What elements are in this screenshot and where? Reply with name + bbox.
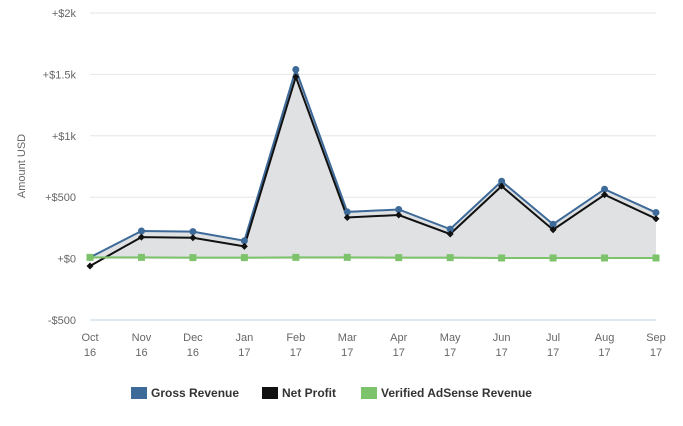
gross-revenue-point	[652, 209, 660, 217]
y-tick-label: -$500	[48, 315, 76, 327]
y-tick-label: +$0	[57, 254, 76, 266]
x-tick-label-year: 17	[496, 347, 508, 359]
verified-adsense-revenue-point	[395, 254, 403, 262]
legend-label: Net Profit	[282, 386, 336, 400]
legend-swatch	[262, 387, 278, 399]
net-profit-point	[137, 233, 145, 241]
x-tick-label-year: 17	[290, 347, 302, 359]
net-profit-line	[89, 73, 657, 267]
x-tick-label-month: Dec	[183, 332, 203, 344]
verified-adsense-revenue-point	[652, 254, 660, 262]
gross-revenue-area	[90, 69, 656, 259]
legend-swatch	[361, 387, 377, 399]
verified-adsense-revenue-point	[240, 254, 248, 262]
legend: Gross Revenue Net Profit Verified AdSense …	[131, 386, 532, 400]
x-tick-label-year: 16	[135, 347, 147, 359]
verified-adsense-revenue-point	[498, 254, 506, 262]
verified-adsense-revenue-point	[343, 253, 351, 261]
verified-adsense-revenue-line	[90, 256, 656, 259]
x-tick-label-month: Mar	[338, 332, 357, 344]
x-tick-label-month: Feb	[286, 332, 305, 344]
area-layer	[90, 69, 656, 259]
y-axis-title: Amount USD	[16, 134, 28, 198]
x-tick-label-month: Nov	[132, 332, 152, 344]
y-tick-label: +$500	[45, 192, 76, 204]
gross-revenue-point	[446, 225, 454, 233]
verified-adsense-revenue-point	[549, 254, 557, 262]
gross-revenue-point	[601, 185, 609, 193]
net-profit-point	[395, 211, 403, 219]
y-tick-label: +$1k	[52, 131, 77, 143]
gross-revenue-point	[240, 237, 248, 245]
x-tick-label-month: Apr	[390, 332, 407, 344]
legend-item-gross-revenue[interactable]: Gross Revenue	[131, 386, 239, 400]
legend-item-net-profit[interactable]: Net Profit	[262, 386, 336, 400]
x-tick-label-year: 17	[444, 347, 456, 359]
gross-revenue-point	[292, 65, 300, 73]
x-tick-label-month: Aug	[595, 332, 615, 344]
net-profit-point	[343, 213, 351, 221]
gross-revenue-line	[89, 66, 657, 259]
gross-revenue-point	[343, 208, 351, 216]
x-tick-label-year: 16	[187, 347, 199, 359]
grid-layer	[90, 12, 656, 321]
net-profit-point	[86, 262, 94, 270]
x-tick-label-year: 16	[84, 347, 96, 359]
x-tick-label-month: Jul	[546, 332, 560, 344]
x-tick-label-year: 17	[650, 347, 662, 359]
net-profit-point	[549, 226, 557, 234]
verified-adsense-revenue-point	[189, 254, 197, 262]
x-tick-label-year: 17	[393, 347, 405, 359]
net-profit-point	[189, 234, 197, 242]
x-tick-label-year: 17	[238, 347, 250, 359]
verified-adsense-revenue-point	[292, 253, 300, 261]
x-tick-label-month: May	[440, 332, 461, 344]
y-tick-label: +$1.5k	[43, 69, 77, 81]
legend-label: Gross Revenue	[151, 386, 239, 400]
x-axis-ticks: Oct 16 Nov 16 Dec 16 Jan 17 Feb 17 Mar 17 Apr 17 May 17…	[81, 332, 665, 359]
x-tick-label-month: Jan	[235, 332, 253, 344]
verified-adsense-revenue-point	[137, 253, 145, 261]
net-profit-point	[652, 215, 660, 223]
verified-adsense-revenue-point	[446, 254, 454, 262]
net-profit-point	[240, 242, 248, 250]
net-profit-point	[601, 191, 609, 199]
legend-label: Verified AdSense Revenue	[381, 386, 532, 400]
x-tick-label-year: 17	[341, 347, 353, 359]
legend-swatch	[131, 387, 147, 399]
x-tick-label-month: Jun	[493, 332, 511, 344]
net-profit-point	[292, 73, 300, 81]
x-tick-label-year: 17	[598, 347, 610, 359]
gross-revenue-point	[137, 227, 145, 235]
net-profit-point	[498, 182, 506, 190]
y-tick-label: +$2k	[52, 8, 77, 20]
y-axis-ticks: +$2k +$1.5k +$1k +$500 +$0 -$500	[43, 8, 77, 327]
x-tick-label-month: Oct	[81, 332, 98, 344]
net-profit-point	[446, 230, 454, 238]
verified-adsense-revenue-point	[601, 254, 609, 262]
x-tick-label-month: Sep	[646, 332, 666, 344]
gross-revenue-point	[549, 220, 557, 228]
x-tick-label-year: 17	[547, 347, 559, 359]
legend-item-verified-adsense-revenue[interactable]: Verified AdSense Revenue	[361, 386, 532, 400]
verified-adsense-revenue-point	[86, 253, 94, 261]
gross-revenue-point	[189, 228, 197, 236]
marker-layer	[86, 65, 660, 270]
line-layer	[89, 66, 657, 267]
gross-revenue-point	[395, 205, 403, 213]
gross-revenue-point	[498, 177, 506, 185]
